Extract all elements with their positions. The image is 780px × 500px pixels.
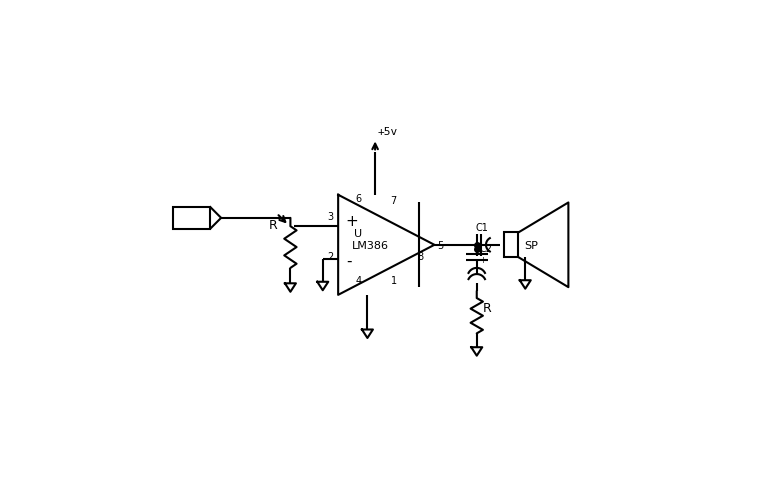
Bar	[173, 207, 211, 229]
Text: C2: C2	[480, 244, 493, 254]
Text: 7: 7	[391, 196, 397, 206]
Text: LM386: LM386	[352, 240, 389, 250]
Text: +: +	[479, 256, 486, 266]
Text: 4: 4	[355, 276, 361, 286]
Text: R: R	[483, 302, 491, 315]
Text: 6: 6	[355, 194, 361, 204]
Text: -: -	[346, 254, 351, 269]
Text: 3: 3	[328, 212, 334, 222]
Text: 8: 8	[417, 252, 424, 262]
Text: +5v: +5v	[378, 127, 398, 137]
Text: 1: 1	[391, 276, 397, 286]
Text: 2: 2	[328, 252, 334, 262]
Text: 5: 5	[438, 240, 444, 250]
Text: U: U	[353, 229, 362, 239]
Text: C1: C1	[475, 223, 488, 233]
Text: R: R	[269, 220, 278, 232]
Text: SP: SP	[524, 240, 538, 250]
Bar	[505, 232, 519, 257]
Text: +: +	[346, 214, 359, 229]
